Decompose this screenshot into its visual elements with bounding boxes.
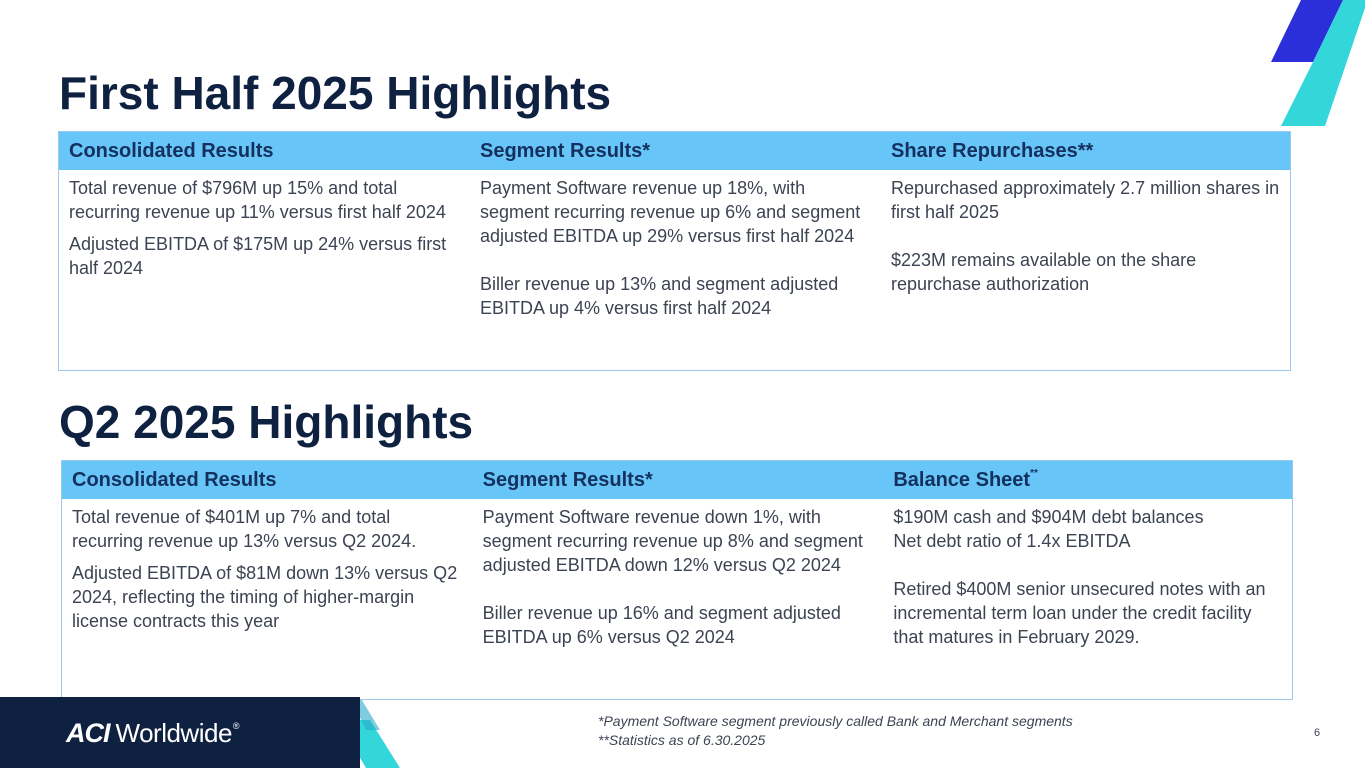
- footer-brand-bar: [0, 697, 360, 768]
- header-segment-results: Segment Results*: [480, 139, 651, 162]
- header-share-repurchases: Share Repurchases**: [891, 139, 1094, 162]
- segment-results-cell: Payment Software revenue down 1%, with s…: [473, 499, 884, 657]
- header-consolidated-results: Consolidated Results: [72, 468, 277, 491]
- footnote-statistics: **Statistics as of 6.30.2025: [598, 732, 766, 748]
- header-balance-sheet-label: Balance Sheet: [893, 468, 1031, 491]
- cell-paragraph: Biller revenue up 16% and segment adjust…: [482, 603, 841, 647]
- consolidated-results-cell: Total revenue of $796M up 15% and total …: [59, 170, 470, 328]
- top-right-teal-stripe: [1281, 0, 1365, 126]
- segment-results-cell: Payment Software revenue up 18%, with se…: [470, 170, 881, 328]
- q2-table: Consolidated Results Segment Results* Ba…: [61, 460, 1293, 700]
- header-consolidated-results: Consolidated Results: [69, 139, 274, 162]
- cell-paragraph: Retired $400M senior unsecured notes wit…: [893, 579, 1266, 647]
- logo-worldwide-text: Worldwide: [115, 718, 233, 748]
- consolidated-results-cell: Total revenue of $401M up 7% and total r…: [62, 499, 473, 657]
- page-number: 6: [1314, 727, 1321, 739]
- header-superscript: **: [1030, 467, 1038, 479]
- cell-paragraph: Repurchased approximately 2.7 million sh…: [891, 178, 1280, 222]
- header-balance-sheet: Balance Sheet**: [883, 467, 1292, 492]
- footnotes: *Payment Software segment previously cal…: [598, 712, 1073, 750]
- cell-paragraph: Total revenue of $401M up 7% and total r…: [72, 507, 417, 551]
- cell-paragraph: $223M remains available on the share rep…: [891, 250, 1197, 294]
- footnote-segment: *Payment Software segment previously cal…: [598, 713, 1073, 729]
- share-repurchases-cell: Repurchased approximately 2.7 million sh…: [881, 170, 1290, 328]
- aci-worldwide-logo: ACI Worldwide ®: [66, 718, 240, 748]
- page-title-first-half: First Half 2025 Highlights: [59, 67, 612, 119]
- top-right-blue-stripe: [1271, 0, 1343, 62]
- cell-paragraph: Total revenue of $796M up 15% and total …: [69, 178, 446, 222]
- table-body-row: Total revenue of $796M up 15% and total …: [59, 170, 1290, 328]
- page-title-q2: Q2 2025 Highlights: [59, 396, 474, 448]
- balance-sheet-cell: $190M cash and $904M debt balances Net d…: [883, 499, 1292, 657]
- cell-paragraph: Biller revenue up 13% and segment adjust…: [480, 274, 839, 318]
- cell-paragraph: Payment Software revenue down 1%, with s…: [482, 507, 863, 575]
- cell-paragraph: Adjusted EBITDA of $81M down 13% versus …: [72, 563, 458, 631]
- cell-line: $190M cash and $904M debt balances: [893, 507, 1204, 527]
- cell-paragraph: Adjusted EBITDA of $175M up 24% versus f…: [69, 234, 447, 278]
- first-half-table: Consolidated Results Segment Results* Sh…: [58, 131, 1291, 371]
- header-segment-results: Segment Results*: [482, 468, 653, 491]
- logo-aci-text: ACI: [66, 718, 110, 748]
- table-header-row: Consolidated Results Segment Results* Ba…: [62, 461, 1292, 499]
- logo-registered-mark: ®: [232, 721, 240, 731]
- cell-paragraph: Payment Software revenue up 18%, with se…: [480, 178, 861, 246]
- table-header-row: Consolidated Results Segment Results* Sh…: [59, 132, 1290, 170]
- table-body-row: Total revenue of $401M up 7% and total r…: [62, 499, 1292, 657]
- cell-line: Net debt ratio of 1.4x EBITDA: [893, 531, 1131, 551]
